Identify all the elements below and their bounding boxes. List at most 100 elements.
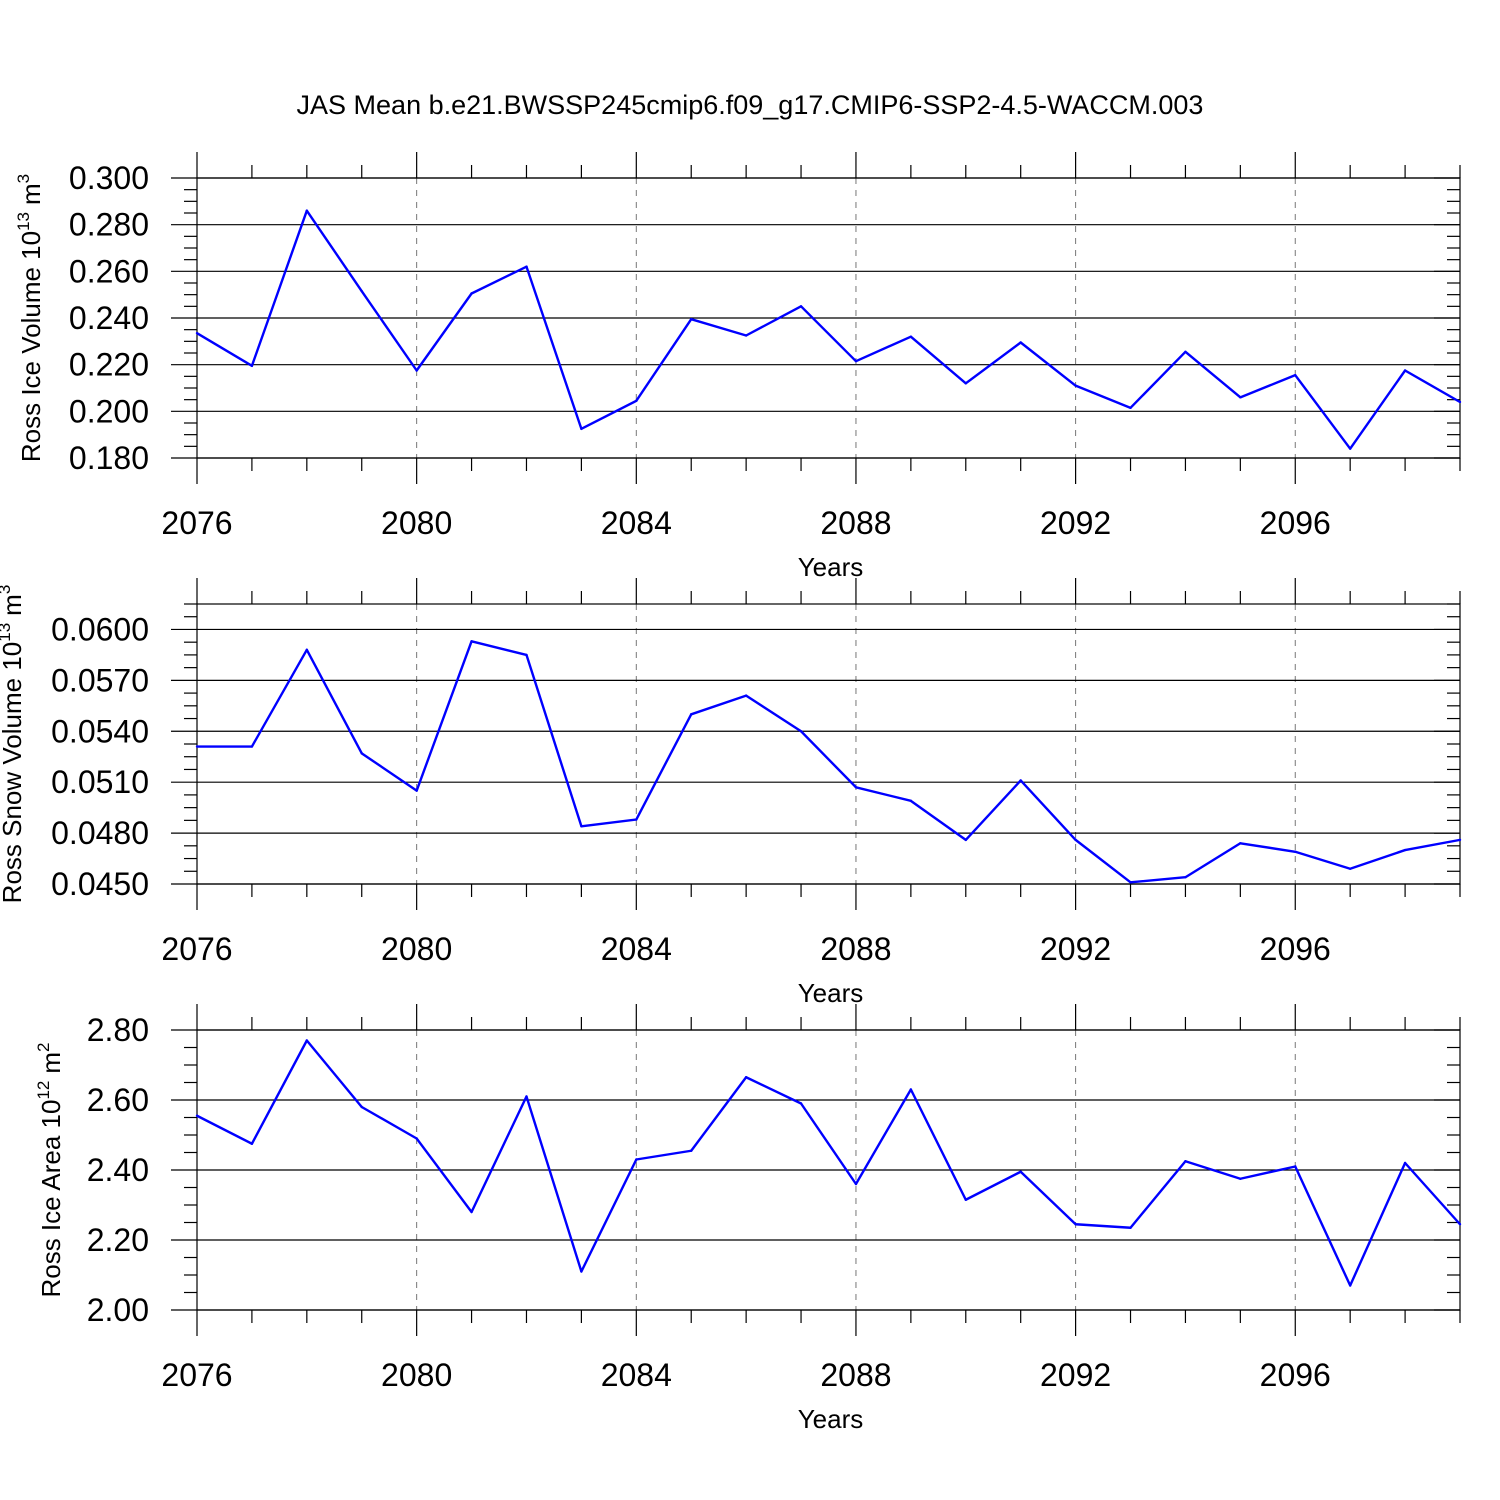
figure-title: JAS Mean b.e21.BWSSP245cmip6.f09_g17.CMI… — [297, 90, 1204, 120]
data-point — [1403, 848, 1407, 852]
data-point — [635, 818, 638, 821]
data-point — [195, 1114, 199, 1117]
data-point — [909, 1088, 913, 1091]
data-point — [1019, 1170, 1022, 1173]
y-tick-label: 0.0450 — [51, 866, 149, 902]
data-point — [1129, 406, 1132, 410]
x-tick-label: 2076 — [161, 1357, 232, 1393]
y-tick-label: 0.0480 — [51, 815, 149, 851]
y-tick-label: 2.00 — [87, 1292, 149, 1328]
data-point — [1019, 341, 1022, 344]
x-tick-label: 2096 — [1260, 505, 1331, 541]
x-tick-label: 2080 — [381, 1357, 452, 1393]
data-point — [415, 789, 418, 792]
series-line — [197, 640, 1461, 884]
data-point — [1074, 838, 1077, 842]
y-tick-label: 2.60 — [87, 1082, 149, 1118]
series-line — [196, 209, 1461, 450]
x-tick-label: 2096 — [1260, 931, 1331, 967]
y-tick-label: 0.280 — [69, 207, 149, 243]
plot-frame — [196, 603, 1461, 885]
data-point — [250, 364, 254, 368]
data-point — [305, 209, 309, 212]
data-point — [470, 1210, 473, 1214]
data-point — [854, 786, 858, 789]
data-point — [799, 1102, 803, 1105]
data-point — [1403, 369, 1407, 372]
data-point — [1239, 396, 1242, 399]
y-tick-label: 0.180 — [69, 440, 149, 476]
x-axis-label: Years — [798, 552, 864, 582]
data-point — [1458, 400, 1462, 404]
data-point — [525, 653, 528, 657]
x-tick-label: 2092 — [1040, 1357, 1111, 1393]
data-point — [909, 799, 913, 803]
y-tick-label: 0.240 — [69, 300, 149, 336]
x-tick-label: 2076 — [161, 931, 232, 967]
data-point — [415, 369, 418, 372]
x-tick-label: 2092 — [1040, 931, 1111, 967]
data-point — [1348, 447, 1352, 450]
series-line — [196, 1039, 1461, 1287]
data-point — [580, 427, 583, 431]
data-point — [250, 745, 254, 748]
data-point — [635, 399, 638, 403]
y-tick-label: 0.0540 — [51, 713, 149, 749]
x-tick-label: 2092 — [1040, 505, 1111, 541]
data-point — [305, 648, 309, 652]
data-point — [799, 305, 803, 308]
y-axis-label: Ross Ice Volume 1013m3 — [14, 174, 46, 462]
y-tick-label: 2.80 — [87, 1012, 149, 1048]
y-axis-label: Ross Snow Volume 1013m3 — [0, 585, 27, 904]
data-point — [1019, 779, 1022, 782]
data-point — [744, 1076, 748, 1079]
data-point — [1294, 850, 1297, 853]
y-axis-label: Ross Ice Area 1012m2 — [34, 1042, 66, 1297]
y-tick-label: 2.40 — [87, 1152, 149, 1188]
x-tick-label: 2076 — [161, 505, 232, 541]
data-point — [1348, 1284, 1352, 1287]
data-point — [195, 745, 199, 748]
x-tick-label: 2088 — [820, 931, 891, 967]
data-point — [525, 265, 528, 268]
data-point — [470, 292, 473, 295]
data-point — [1403, 1161, 1407, 1165]
x-tick-label: 2080 — [381, 505, 452, 541]
data-point — [1184, 1160, 1187, 1163]
data-point — [195, 331, 199, 335]
data-point — [964, 1198, 967, 1201]
x-tick-label: 2096 — [1260, 1357, 1331, 1393]
data-point — [854, 1182, 858, 1186]
data-point — [1239, 1177, 1242, 1180]
data-point — [1129, 881, 1132, 884]
data-point — [360, 752, 363, 755]
data-point — [909, 335, 913, 338]
data-point — [964, 382, 967, 385]
data-point — [690, 713, 693, 716]
data-point — [1129, 1226, 1132, 1229]
panel-snow-volume: 0.0450 0.0480 0.0510 0.0540 0.0570 0.0600 2076… — [0, 578, 1462, 1008]
data-point — [1184, 350, 1187, 354]
data-point — [1184, 876, 1187, 879]
x-axis-label: Years — [798, 1404, 864, 1434]
y-tick-label: 0.0570 — [51, 662, 149, 698]
y-tick-label: 0.0510 — [51, 764, 149, 800]
y-tick-label: 0.0600 — [51, 611, 149, 647]
data-point — [580, 825, 583, 828]
data-point — [690, 317, 693, 321]
data-point — [580, 1270, 583, 1273]
data-point — [744, 334, 748, 337]
panel-ice-area: 2.00 2.20 2.40 2.60 2.80 2076 2080 2084 2088 2092… — [34, 1004, 1462, 1434]
data-point — [1458, 838, 1462, 842]
data-point — [1294, 1165, 1297, 1168]
panel-ice-volume: 0.180 0.200 0.220 0.240 0.260 0.280 0.300 2076 2… — [14, 152, 1462, 582]
data-point — [360, 1105, 363, 1109]
data-point — [1074, 1223, 1077, 1226]
y-tick-label: 0.220 — [69, 347, 149, 383]
x-tick-label: 2088 — [820, 1357, 891, 1393]
data-point — [1074, 384, 1077, 387]
data-point — [1294, 373, 1297, 377]
data-point — [305, 1039, 309, 1042]
x-tick-label: 2084 — [601, 931, 672, 967]
y-tick-label: 0.300 — [69, 160, 149, 196]
